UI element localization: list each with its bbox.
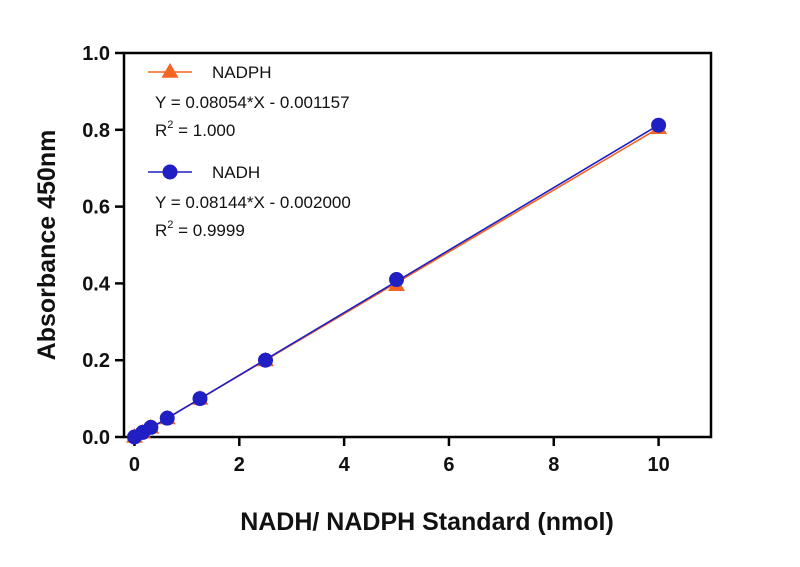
x-axis-title: NADH/ NADPH Standard (nmol) [240,508,614,536]
r2-prefix: R [155,121,167,140]
plot-frame [122,51,713,439]
data-point-nadh [389,272,405,288]
r2-superscript: 2 [167,119,173,131]
x-tick-label: 4 [339,454,351,476]
legend-r-squared: R2 = 0.9999 [155,219,245,240]
series-layer [126,117,668,445]
data-point-nadh [143,419,159,435]
legend-marker [161,62,179,78]
r2-value: = 1.000 [173,121,235,140]
y-tick-label: 0.6 [82,197,110,219]
legend-equation: Y = 0.08054*X - 0.001157 [155,93,350,112]
series-nadh [126,117,667,445]
x-tick-label: 8 [548,454,559,476]
axes: 0.0 0.2 0.4 0.6 0.8 1.0 0 2 4 6 8 10 [82,43,713,476]
y-axis-title: Absorbance 450nm [33,130,61,361]
x-tick-label: 2 [234,454,245,476]
data-point-nadh [258,352,274,368]
y-tick-label: 0.0 [82,427,110,449]
x-tick-label: 6 [443,454,454,476]
legend-entry-nadh: NADH Y = 0.08144*X - 0.002000 R2 = 0.9999 [148,163,351,240]
x-tick-label: 0 [129,454,140,476]
legend-equation: Y = 0.08144*X - 0.002000 [155,193,351,212]
y-tick-label: 0.2 [82,350,110,372]
y-tick-label: 1.0 [82,43,110,65]
legend-series-name: NADH [212,163,260,182]
data-point-nadh [651,117,667,133]
legend-series-name: NADPH [212,63,272,82]
r2-superscript: 2 [167,219,173,231]
y-tick-label: 0.8 [82,120,110,142]
legend-r-squared: R2 = 1.000 [155,119,235,140]
r2-prefix: R [155,221,167,240]
x-tick-label: 10 [647,454,669,476]
legend-entry-nadph: NADPH Y = 0.08054*X - 0.001157 R2 = 1.000 [148,62,350,140]
r2-value: = 0.9999 [173,221,244,240]
legend-marker [162,164,178,180]
y-tick-label: 0.4 [82,273,111,295]
data-point-nadh [159,410,175,426]
data-point-nadh [192,391,208,407]
